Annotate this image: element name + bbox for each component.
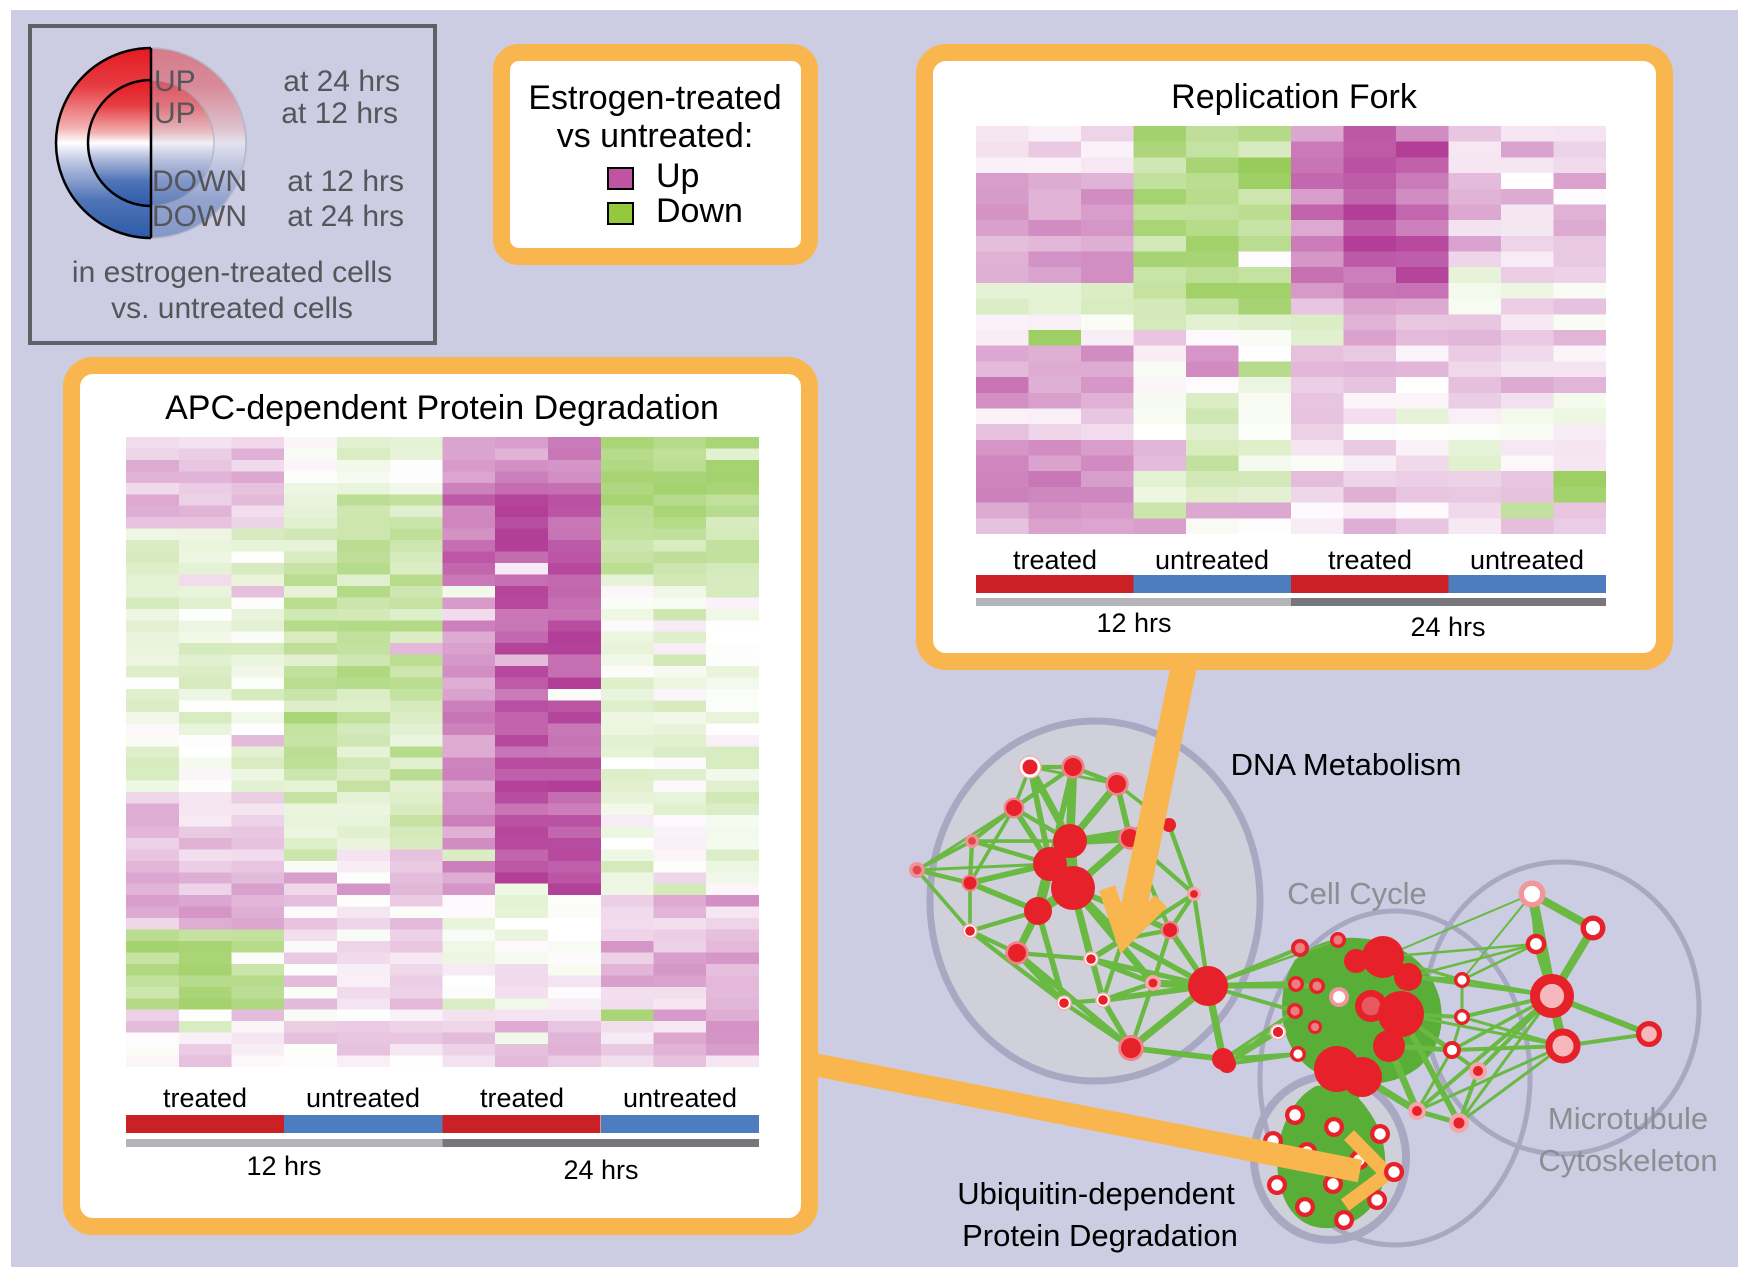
svg-text:Cytoskeleton: Cytoskeleton xyxy=(1538,1143,1717,1178)
svg-text:Microtubule: Microtubule xyxy=(1548,1101,1708,1136)
svg-text:Ubiquitin-dependent: Ubiquitin-dependent xyxy=(957,1176,1235,1211)
svg-text:Cell Cycle: Cell Cycle xyxy=(1287,876,1427,911)
svg-text:Protein Degradation: Protein Degradation xyxy=(962,1218,1238,1253)
svg-text:DNA Metabolism: DNA Metabolism xyxy=(1231,747,1462,782)
